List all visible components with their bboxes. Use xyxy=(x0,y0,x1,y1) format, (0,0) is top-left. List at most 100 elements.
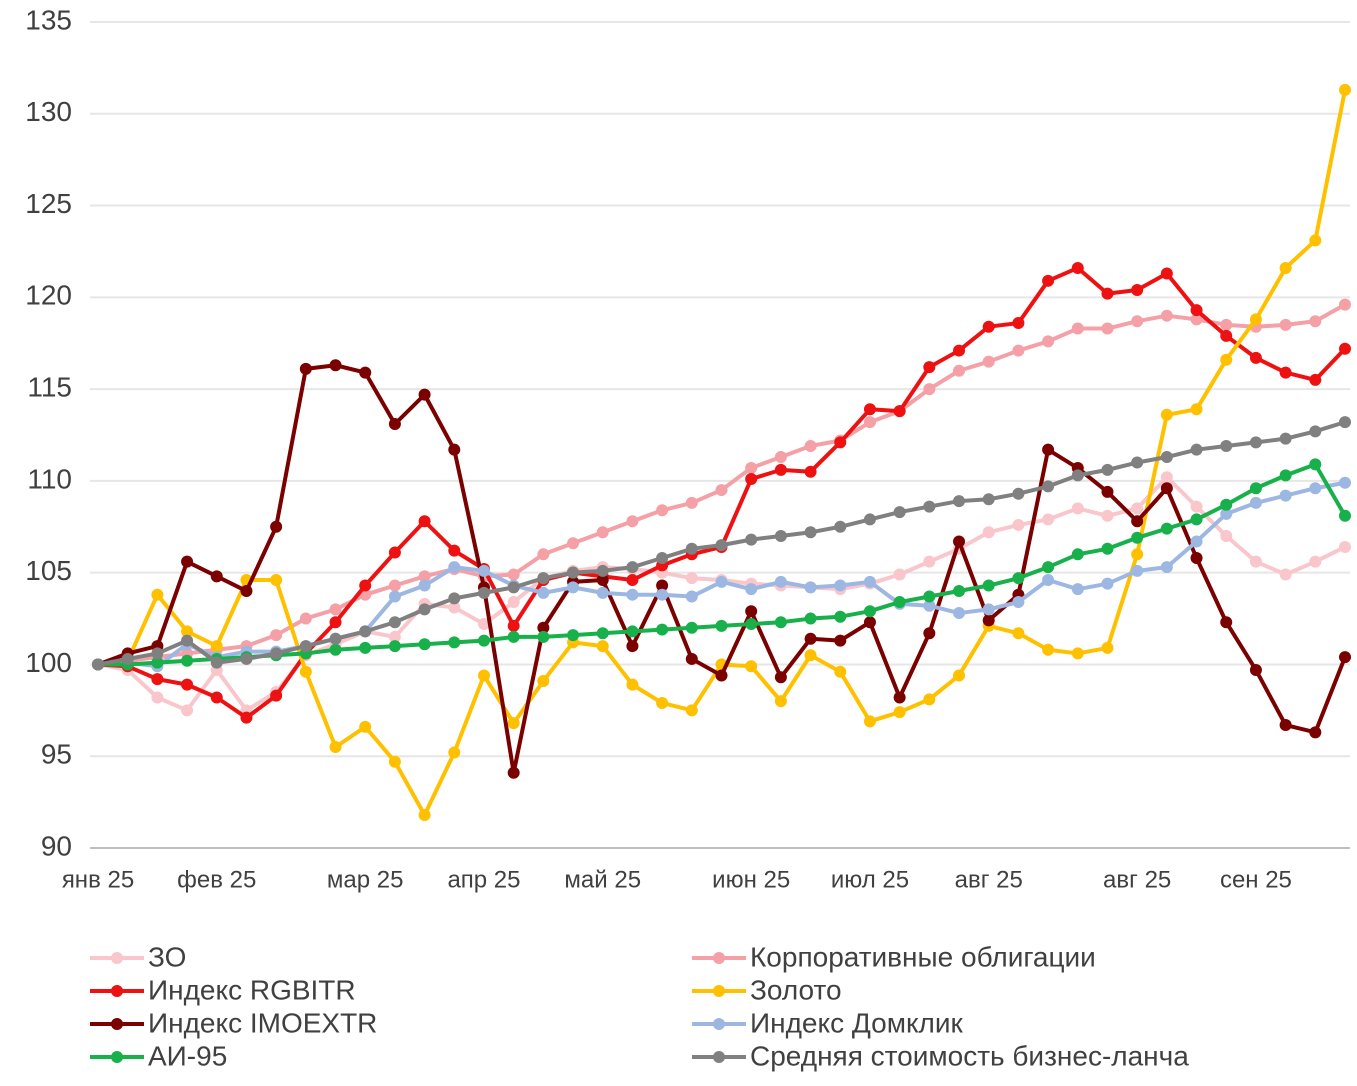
point xyxy=(1279,366,1292,379)
point xyxy=(418,808,431,821)
point xyxy=(596,640,609,653)
point xyxy=(507,619,520,632)
point xyxy=(240,652,253,665)
legend-marker xyxy=(713,1018,725,1030)
point xyxy=(626,515,639,528)
point xyxy=(863,403,876,416)
point xyxy=(1131,531,1144,544)
point xyxy=(893,506,906,519)
y-tick-label: 115 xyxy=(27,372,72,403)
point xyxy=(1101,485,1114,498)
point xyxy=(388,590,401,603)
point xyxy=(1220,498,1233,511)
point xyxy=(1131,456,1144,469)
point xyxy=(359,641,372,654)
point xyxy=(1012,518,1025,531)
y-tick-label: 110 xyxy=(27,463,72,494)
point xyxy=(151,647,164,660)
point xyxy=(448,601,461,614)
point xyxy=(863,575,876,588)
point xyxy=(982,603,995,616)
legend-marker xyxy=(713,952,725,964)
point xyxy=(1012,487,1025,500)
point xyxy=(1309,726,1322,739)
point xyxy=(1131,564,1144,577)
point xyxy=(240,585,253,598)
point xyxy=(596,586,609,599)
point xyxy=(1071,647,1084,660)
y-tick-label: 90 xyxy=(41,830,72,861)
point xyxy=(359,720,372,733)
point xyxy=(1339,298,1351,311)
point xyxy=(1160,482,1173,495)
point xyxy=(1309,425,1322,438)
point xyxy=(1249,555,1262,568)
point xyxy=(507,717,520,730)
point xyxy=(953,495,966,508)
point xyxy=(418,579,431,592)
point xyxy=(685,572,698,585)
point xyxy=(863,513,876,526)
point xyxy=(804,612,817,625)
point xyxy=(953,585,966,598)
point xyxy=(477,586,490,599)
point xyxy=(1042,480,1055,493)
point xyxy=(210,656,223,669)
point xyxy=(507,568,520,581)
point xyxy=(804,465,817,478)
point xyxy=(745,660,758,673)
y-tick-label: 130 xyxy=(25,96,72,127)
point xyxy=(923,555,936,568)
point xyxy=(685,704,698,717)
point xyxy=(1071,261,1084,274)
point xyxy=(863,715,876,728)
point xyxy=(1190,304,1203,317)
point xyxy=(1279,469,1292,482)
point xyxy=(477,564,490,577)
point xyxy=(626,588,639,601)
point xyxy=(359,625,372,638)
point xyxy=(1309,555,1322,568)
point xyxy=(1042,443,1055,456)
point xyxy=(982,355,995,368)
point xyxy=(270,520,283,533)
point xyxy=(1131,548,1144,561)
point xyxy=(1160,267,1173,280)
point xyxy=(1249,436,1262,449)
point xyxy=(774,529,787,542)
point xyxy=(745,618,758,631)
point xyxy=(181,634,194,647)
point xyxy=(1279,568,1292,581)
point xyxy=(329,741,342,754)
point xyxy=(715,539,728,552)
point xyxy=(982,579,995,592)
point xyxy=(1279,432,1292,445)
point xyxy=(299,362,312,375)
point xyxy=(329,603,342,616)
point xyxy=(299,665,312,678)
point xyxy=(1220,353,1233,366)
point xyxy=(418,603,431,616)
point xyxy=(92,658,104,671)
point xyxy=(1190,403,1203,416)
point xyxy=(834,436,847,449)
point xyxy=(388,640,401,653)
point xyxy=(329,643,342,656)
point xyxy=(804,440,817,453)
point xyxy=(834,520,847,533)
series-line xyxy=(97,89,1347,817)
x-tick-label: авг 25 xyxy=(1103,866,1171,893)
legend-marker xyxy=(111,1018,123,1030)
point xyxy=(1190,551,1203,564)
point xyxy=(299,612,312,625)
point xyxy=(596,564,609,577)
point xyxy=(1190,313,1203,326)
y-tick-label: 125 xyxy=(25,188,72,219)
point xyxy=(359,366,372,379)
point xyxy=(537,630,550,643)
point xyxy=(240,711,253,724)
point xyxy=(1220,616,1233,629)
point xyxy=(210,640,223,653)
